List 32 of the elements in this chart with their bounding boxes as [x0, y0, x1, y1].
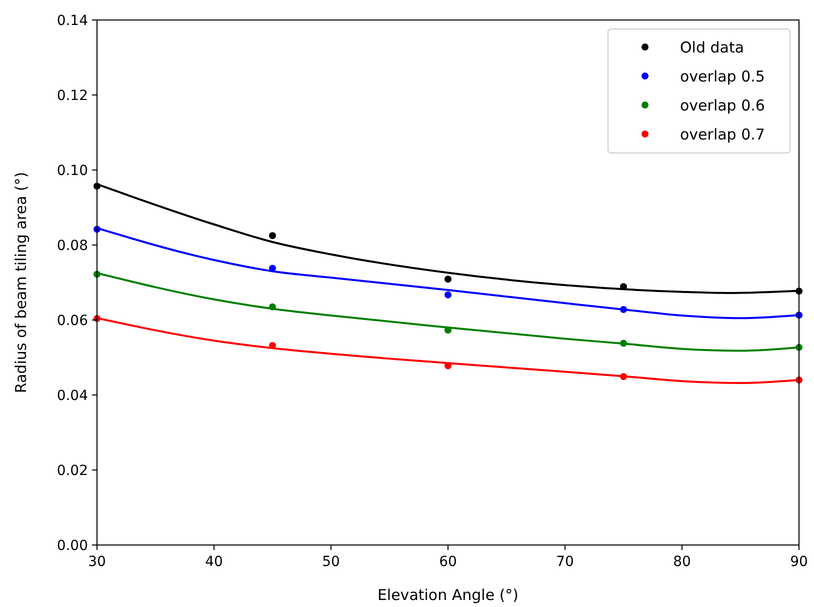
point [620, 340, 627, 347]
y-tick-label: 0.10 [56, 162, 88, 179]
point [269, 232, 276, 240]
point [444, 362, 452, 370]
y-tick-label: 0.12 [56, 88, 88, 104]
point [269, 264, 276, 272]
point [269, 303, 276, 310]
point [620, 283, 627, 290]
point [620, 373, 627, 380]
legend-label: overlap 0.5 [680, 67, 765, 86]
y-tick-label: 0.08 [56, 238, 88, 254]
point [444, 291, 452, 298]
x-tick-label: 80 [673, 554, 691, 570]
x-tick-label: 50 [322, 554, 340, 570]
x-tick-label: 90 [790, 554, 808, 570]
point [620, 306, 627, 313]
y-tick-label: 0.06 [56, 312, 88, 329]
y-tick-label: 0.00 [56, 538, 88, 554]
legend-label: Old data [680, 38, 744, 56]
y-tick-label: 0.14 [56, 12, 88, 29]
x-tick-label: 70 [556, 554, 574, 570]
y-tick-label: 0.04 [56, 388, 88, 404]
legend-label: overlap 0.6 [680, 96, 765, 114]
y-axis-title: Radius of beam tiling area (°) [12, 172, 30, 394]
legend-label: overlap 0.7 [680, 125, 765, 144]
x-tick-label: 40 [205, 554, 223, 570]
point [444, 326, 452, 334]
x-tick-label: 60 [439, 554, 457, 570]
x-tick-label: 30 [88, 554, 106, 570]
x-axis-title: Elevation Angle (°) [377, 586, 519, 604]
y-tick-label: 0.02 [56, 462, 88, 479]
point [444, 276, 452, 283]
